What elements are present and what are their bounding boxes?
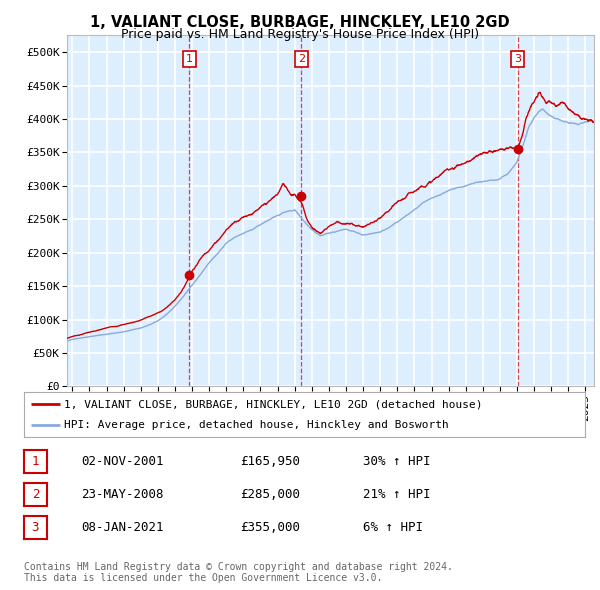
Text: Contains HM Land Registry data © Crown copyright and database right 2024.
This d: Contains HM Land Registry data © Crown c… (24, 562, 453, 584)
Text: 2: 2 (298, 54, 305, 64)
Text: 02-NOV-2001: 02-NOV-2001 (81, 455, 163, 468)
Text: 21% ↑ HPI: 21% ↑ HPI (363, 488, 431, 501)
Text: Price paid vs. HM Land Registry's House Price Index (HPI): Price paid vs. HM Land Registry's House … (121, 28, 479, 41)
Text: 1: 1 (32, 455, 39, 468)
Text: 3: 3 (32, 521, 39, 534)
Text: £355,000: £355,000 (240, 521, 300, 534)
Text: 1: 1 (186, 54, 193, 64)
Text: 30% ↑ HPI: 30% ↑ HPI (363, 455, 431, 468)
Text: 3: 3 (514, 54, 521, 64)
Text: HPI: Average price, detached house, Hinckley and Bosworth: HPI: Average price, detached house, Hinc… (64, 419, 449, 430)
Text: 1, VALIANT CLOSE, BURBAGE, HINCKLEY, LE10 2GD (detached house): 1, VALIANT CLOSE, BURBAGE, HINCKLEY, LE1… (64, 399, 483, 409)
Text: 23-MAY-2008: 23-MAY-2008 (81, 488, 163, 501)
Text: 2: 2 (32, 488, 39, 501)
Text: £165,950: £165,950 (240, 455, 300, 468)
Text: 1, VALIANT CLOSE, BURBAGE, HINCKLEY, LE10 2GD: 1, VALIANT CLOSE, BURBAGE, HINCKLEY, LE1… (90, 15, 510, 30)
Text: 6% ↑ HPI: 6% ↑ HPI (363, 521, 423, 534)
Text: £285,000: £285,000 (240, 488, 300, 501)
Text: 08-JAN-2021: 08-JAN-2021 (81, 521, 163, 534)
